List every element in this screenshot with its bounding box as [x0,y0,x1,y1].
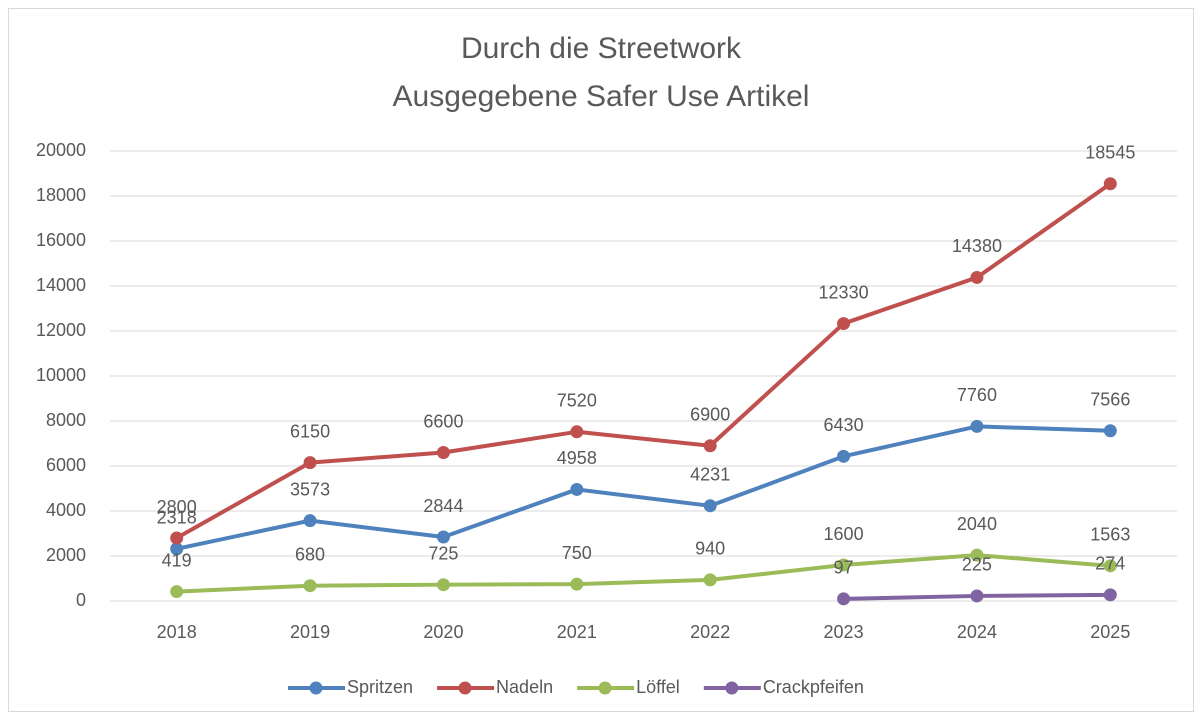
data-point [170,585,184,599]
y-tick-label: 4000 [46,500,86,520]
data-label: 4958 [557,448,597,468]
data-label: 2800 [157,497,197,517]
data-point [703,573,717,587]
series-line [176,553,1111,594]
data-label: 6430 [824,415,864,435]
legend-label: Nadeln [496,677,553,697]
legend-marker [598,681,612,695]
data-point [303,514,317,528]
data-label: 14380 [952,236,1002,256]
data-point [303,579,317,593]
data-label: 6150 [290,421,330,441]
legend-label: Crackpfeifen [763,677,864,697]
legend-label: Löffel [636,677,680,697]
y-tick-label: 10000 [36,365,86,385]
data-point [570,482,584,496]
y-tick-label: 0 [76,590,86,610]
data-point [170,531,184,545]
data-point [703,439,717,453]
data-label: 7520 [557,391,597,411]
data-label: 4231 [690,465,730,485]
data-label: 7566 [1090,390,1130,410]
data-label: 750 [562,543,592,563]
y-tick-label: 20000 [36,140,86,160]
data-point [1103,588,1117,602]
data-label: 6900 [690,405,730,425]
data-label: 12330 [819,282,869,302]
legend-marker [309,681,323,695]
data-point [837,449,851,463]
data-point [570,425,584,439]
y-tick-label: 2000 [46,545,86,565]
data-point [570,577,584,591]
data-point [436,530,450,544]
x-tick-label: 2023 [824,622,864,642]
y-tick-label: 18000 [36,185,86,205]
data-label: 2844 [423,496,463,516]
series-line [176,424,1111,551]
legend-marker [458,681,472,695]
data-label: 6600 [423,411,463,431]
y-tick-label: 12000 [36,320,86,340]
series-line [175,182,1112,540]
legend-marker [725,681,739,695]
y-tick-label: 16000 [36,230,86,250]
data-point [436,578,450,592]
data-point [970,270,984,284]
data-point [1103,177,1117,191]
y-tick-label: 8000 [46,410,86,430]
data-point [703,499,717,513]
data-label: 7760 [957,385,997,405]
data-label: 18545 [1085,142,1135,162]
data-point [970,419,984,433]
data-label: 1600 [824,524,864,544]
data-label: 419 [162,550,192,570]
x-tick-label: 2024 [957,622,997,642]
y-tick-label: 6000 [46,455,86,475]
data-label: 680 [295,544,325,564]
data-point [303,456,317,470]
data-point [970,548,984,562]
data-point [1103,559,1117,573]
x-tick-label: 2025 [1090,622,1130,642]
data-point [436,446,450,459]
x-tick-label: 2020 [423,622,463,642]
data-label: 2318 [157,508,197,528]
data-label: 940 [695,539,725,559]
chart-title: Durch die Streetwork [461,32,742,65]
data-point [837,558,851,572]
data-point [970,589,984,603]
x-tick-label: 2021 [557,622,597,642]
x-tick-label: 2018 [157,622,197,642]
data-label: 725 [428,543,458,563]
data-label: 2040 [957,514,997,534]
y-tick-label: 14000 [36,275,86,295]
data-point [837,317,851,331]
chart-title: Ausgegebene Safer Use Artikel [393,80,810,113]
data-point [170,542,184,556]
data-point [1103,424,1117,438]
data-point [837,592,851,606]
chart-border [8,8,1194,712]
data-label: 274 [1095,554,1125,574]
data-label: 3573 [290,479,330,499]
data-label: 97 [834,558,854,578]
legend-label: Spritzen [347,677,413,697]
data-label: 1563 [1090,525,1130,545]
x-tick-label: 2019 [290,622,330,642]
data-label: 225 [962,555,992,575]
x-tick-label: 2022 [690,622,730,642]
